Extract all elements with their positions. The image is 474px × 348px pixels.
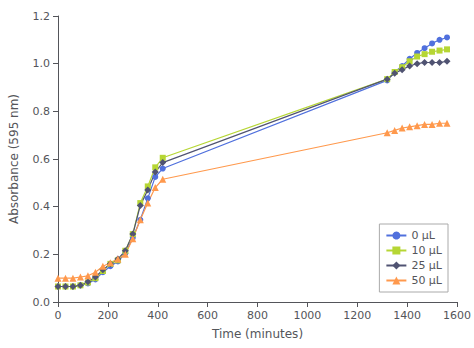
svg-text:1400: 1400: [393, 309, 421, 322]
svg-text:400: 400: [147, 309, 168, 322]
svg-text:1.2: 1.2: [33, 10, 51, 23]
svg-text:1200: 1200: [343, 309, 371, 322]
svg-text:25 μL: 25 μL: [411, 259, 442, 272]
svg-text:Time (minutes): Time (minutes): [211, 327, 303, 341]
svg-text:50 μL: 50 μL: [411, 274, 442, 287]
svg-text:0.4: 0.4: [33, 200, 51, 213]
svg-text:1600: 1600: [443, 309, 471, 322]
svg-text:1.0: 1.0: [33, 57, 51, 70]
svg-text:800: 800: [247, 309, 268, 322]
svg-text:0.6: 0.6: [33, 153, 51, 166]
svg-text:0.2: 0.2: [33, 248, 51, 261]
svg-text:10 μL: 10 μL: [411, 244, 442, 257]
svg-text:0: 0: [55, 309, 62, 322]
svg-text:1000: 1000: [293, 309, 321, 322]
svg-text:200: 200: [97, 309, 118, 322]
svg-text:0.0: 0.0: [33, 296, 51, 309]
svg-text:600: 600: [197, 309, 218, 322]
svg-text:0 μL: 0 μL: [411, 229, 435, 242]
svg-text:Absorbance (595 nm): Absorbance (595 nm): [7, 94, 21, 224]
svg-text:0.8: 0.8: [33, 105, 51, 118]
